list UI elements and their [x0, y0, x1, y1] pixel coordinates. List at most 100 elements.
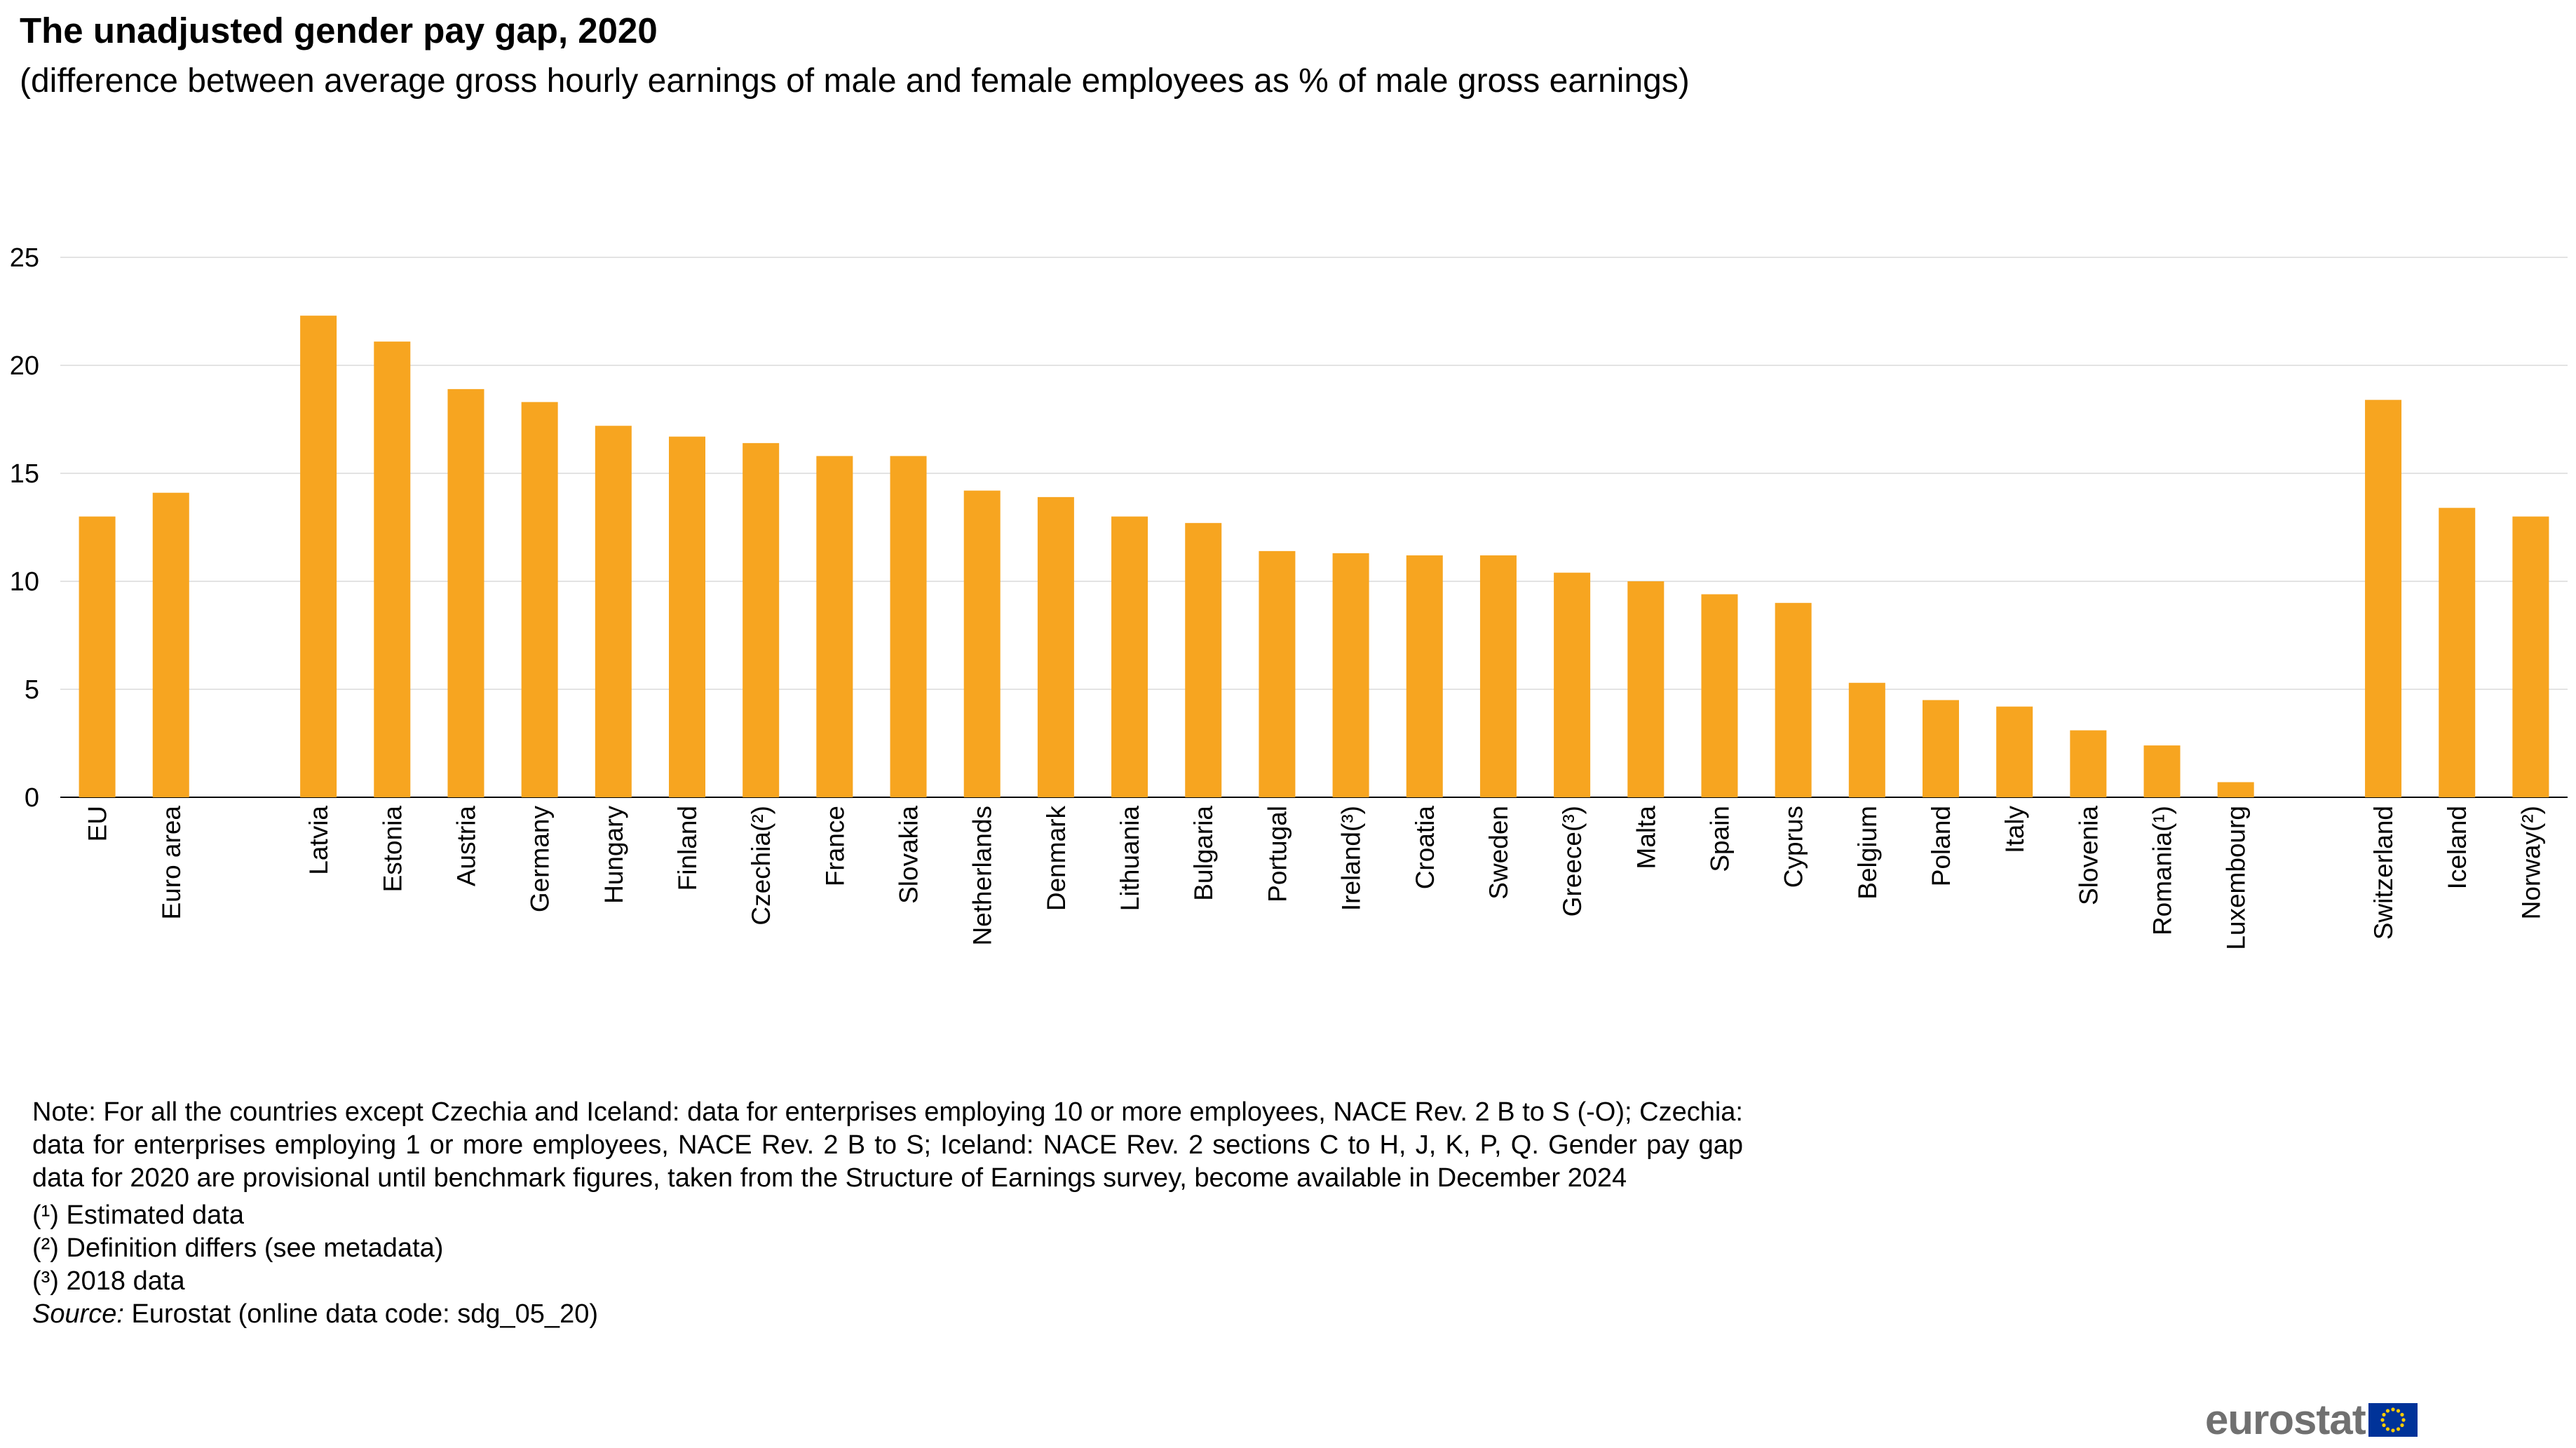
x-tick-label: Czechia(²): [747, 806, 775, 926]
x-tick-label: Luxembourg: [2222, 806, 2251, 950]
flag-star: [2382, 1412, 2386, 1417]
bar: [300, 316, 337, 797]
eurostat-logo: eurostat: [2205, 1399, 2418, 1441]
x-tick-label: Poland: [1927, 806, 1955, 886]
x-tick-label: Romania(¹): [2148, 806, 2177, 935]
bar: [79, 516, 116, 797]
bar: [1406, 555, 1443, 797]
x-tick-label: France: [820, 806, 849, 886]
bar: [2365, 400, 2402, 797]
flag-star: [2401, 1418, 2406, 1422]
y-tick-label: 15: [10, 459, 39, 489]
y-tick-label: 25: [10, 243, 39, 273]
gridlines: [60, 257, 2568, 798]
bar: [2217, 782, 2254, 797]
bar: [1332, 553, 1369, 797]
x-tick-label: Croatia: [1411, 806, 1439, 890]
x-tick-label: Germany: [526, 806, 555, 913]
x-tick-label: Denmark: [1042, 806, 1071, 912]
chart-title: The unadjusted gender pay gap, 2020: [20, 11, 658, 50]
flag-star: [2391, 1428, 2395, 1433]
x-tick-label: Greece(³): [1558, 806, 1587, 916]
bar: [669, 436, 705, 797]
x-tick-label: Sweden: [1484, 806, 1513, 900]
bar: [2143, 745, 2181, 797]
chart-subtitle: (difference between average gross hourly…: [20, 62, 1690, 100]
bar: [2512, 516, 2549, 797]
eurostat-wordmark: eurostat: [2205, 1396, 2366, 1443]
bar: [1185, 522, 1222, 797]
x-tick-label: Italy: [2000, 806, 2029, 853]
flag-star: [2391, 1407, 2395, 1412]
chart-notes: Note: For all the countries except Czech…: [32, 1096, 1743, 1331]
x-tick-label: Latvia: [304, 806, 333, 875]
y-tick-label: 20: [10, 351, 39, 381]
bar: [743, 442, 780, 797]
bar: [1923, 700, 1959, 797]
bar: [2439, 508, 2476, 797]
flag-star: [2400, 1412, 2404, 1417]
y-tick-label: 5: [25, 675, 39, 705]
bar: [1111, 516, 1148, 797]
flag-star: [2385, 1409, 2389, 1413]
x-tick-label: Ireland(³): [1337, 806, 1366, 911]
x-tick-label: Switzerland: [2369, 806, 2398, 940]
bar: [595, 426, 632, 797]
bar: [1701, 594, 1738, 797]
bar: [890, 456, 927, 797]
bar: [1259, 550, 1296, 797]
source-label: Source:: [32, 1299, 124, 1329]
source-text: Eurostat (online data code: sdg_05_20): [123, 1299, 598, 1329]
x-tick-label: Norway(²): [2516, 806, 2545, 919]
x-tick-label: Euro area: [157, 806, 186, 920]
x-tick-label: Austria: [452, 806, 480, 887]
x-tick-label: Portugal: [1263, 806, 1292, 902]
x-tick-label: Malta: [1632, 806, 1660, 870]
x-tick-label: Iceland: [2443, 806, 2472, 889]
footnote-estimated: (¹) Estimated data: [32, 1200, 244, 1230]
bar: [447, 388, 484, 797]
bar: [816, 456, 853, 797]
x-tick-label: Finland: [673, 806, 702, 891]
flag-star: [2382, 1423, 2386, 1428]
bar: [1627, 581, 1665, 797]
bar: [1479, 555, 1517, 797]
x-tick-label: Netherlands: [968, 806, 997, 946]
footnote-2018: (³) 2018 data: [32, 1266, 185, 1296]
eu-flag-icon: [2368, 1403, 2418, 1437]
bar: [152, 492, 189, 797]
flag-star: [2385, 1427, 2389, 1431]
footnote-definition: (²) Definition differs (see metadata): [32, 1233, 444, 1263]
bar: [1848, 682, 1885, 797]
x-tick-label: EU: [83, 806, 112, 841]
x-tick-label: Belgium: [1853, 806, 1882, 900]
flag-star: [2396, 1409, 2400, 1413]
x-tick-label: Hungary: [599, 806, 628, 904]
y-tick-label: 0: [25, 783, 39, 813]
x-tick-label: Slovakia: [895, 806, 923, 904]
x-tick-label: Bulgaria: [1189, 806, 1218, 901]
x-tick-label: Spain: [1705, 806, 1734, 872]
note-text: Note: For all the countries except Czech…: [32, 1097, 1743, 1193]
bar: [1037, 496, 1074, 797]
x-tick-label: Lithuania: [1116, 806, 1144, 912]
x-axis-ticks: EU Euro area Latvia Estonia Austria Germany Hu…: [83, 806, 2546, 950]
source-line: Source: Eurostat (online data code: sdg_…: [32, 1298, 1743, 1331]
bars: [79, 316, 2549, 797]
y-axis-ticks: 0 5 10 15 20 25: [10, 243, 39, 813]
y-tick-label: 10: [10, 567, 39, 597]
flag-star: [2400, 1423, 2404, 1428]
x-tick-label: Slovenia: [2074, 806, 2103, 905]
bar: [521, 402, 558, 797]
bar: [1554, 572, 1591, 797]
bar: [2070, 730, 2107, 797]
bar: [1996, 706, 2033, 797]
bar: [1775, 602, 1812, 797]
bar: [963, 490, 1001, 797]
flag-star: [2380, 1418, 2385, 1422]
flag-star: [2396, 1427, 2400, 1431]
x-tick-label: Estonia: [378, 806, 407, 893]
bar: [374, 341, 411, 797]
x-tick-label: Cyprus: [1780, 806, 1808, 888]
